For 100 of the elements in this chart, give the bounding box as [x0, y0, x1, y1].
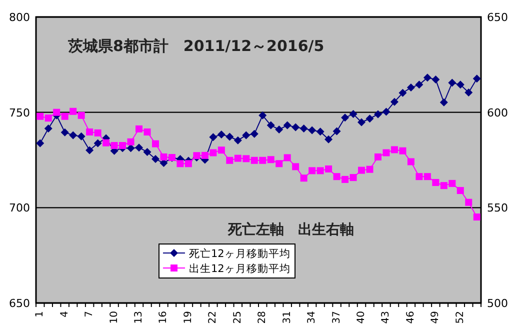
point	[275, 125, 284, 134]
point	[267, 156, 274, 164]
y-tick-label: 650	[9, 297, 30, 310]
x-tick-label: 19	[182, 311, 194, 324]
point	[464, 88, 473, 97]
point	[424, 173, 431, 180]
point	[448, 180, 456, 187]
point	[358, 166, 366, 174]
point	[94, 129, 102, 136]
point	[126, 144, 135, 152]
point	[242, 155, 250, 162]
point	[448, 78, 456, 87]
x-tick-label: 13	[134, 311, 145, 324]
y-tick-label: 800	[9, 11, 30, 24]
point	[308, 126, 316, 134]
point	[44, 114, 52, 122]
point	[324, 135, 333, 144]
point	[258, 111, 267, 120]
point	[119, 142, 126, 150]
legend-label: 出生12ヶ月移動平均	[189, 262, 290, 275]
point	[292, 163, 300, 170]
point	[333, 173, 340, 180]
point	[342, 176, 349, 183]
point	[86, 128, 94, 136]
point	[160, 153, 168, 160]
point	[160, 159, 168, 168]
y2-tick-label: 600	[487, 106, 508, 120]
legend-label: 死亡12ヶ月移動平均	[189, 247, 290, 260]
point	[308, 167, 316, 174]
x-tick-label: 46	[405, 311, 416, 324]
point	[456, 80, 464, 89]
point	[472, 74, 481, 83]
point	[143, 148, 152, 156]
point	[332, 127, 341, 136]
point	[316, 128, 324, 136]
point	[374, 153, 382, 160]
point	[144, 128, 151, 136]
point	[152, 140, 159, 148]
x-tick-label: 4	[59, 311, 70, 318]
point	[349, 110, 358, 118]
point	[151, 155, 160, 164]
point	[234, 136, 242, 144]
point	[127, 138, 134, 146]
point	[69, 131, 78, 140]
x-tick-label: 37	[331, 311, 342, 324]
x-tick-label: 40	[356, 311, 368, 324]
point	[390, 146, 398, 154]
x-tick-label: 43	[380, 311, 392, 324]
point	[136, 125, 143, 132]
point	[366, 114, 374, 123]
point	[201, 152, 208, 159]
point	[284, 154, 291, 162]
point	[416, 173, 423, 180]
point	[60, 128, 69, 136]
point	[382, 108, 390, 116]
point	[399, 147, 406, 154]
x-tick-label: 22	[208, 311, 219, 324]
point	[407, 158, 414, 166]
point	[250, 156, 258, 164]
point	[218, 146, 225, 154]
point	[61, 112, 68, 120]
y-tick-label: 700	[9, 202, 30, 215]
y2-tick-label: 550	[487, 202, 508, 215]
x-tick-label: 25	[232, 311, 244, 324]
x-tick-label: 1	[34, 311, 46, 318]
point	[390, 98, 398, 106]
point	[36, 112, 44, 120]
point	[226, 132, 234, 141]
point	[398, 88, 407, 97]
point	[250, 130, 258, 138]
point	[44, 124, 52, 133]
x-tick-label: 49	[430, 311, 442, 324]
point	[465, 198, 472, 206]
point	[217, 130, 226, 138]
point	[78, 112, 85, 119]
text: 茨城県8都市計 2011/12～2016/5	[67, 37, 324, 55]
point	[300, 124, 308, 133]
point	[325, 165, 332, 172]
x-tick-label: 7	[84, 311, 96, 318]
point	[36, 139, 44, 148]
point	[53, 108, 60, 116]
point	[432, 179, 440, 186]
point	[350, 174, 357, 182]
point	[86, 146, 94, 154]
point	[226, 156, 234, 164]
point	[193, 152, 200, 160]
point	[456, 187, 464, 194]
point	[415, 80, 424, 89]
point	[70, 108, 77, 115]
point	[374, 110, 382, 118]
point	[283, 121, 292, 130]
x-tick-label: 34	[306, 311, 318, 324]
point	[473, 214, 480, 221]
point	[440, 182, 448, 190]
y-tick-label: 750	[9, 106, 30, 120]
point	[77, 132, 86, 140]
y2-tick-label: 650	[487, 11, 508, 24]
x-tick-label: 31	[282, 311, 293, 324]
x-tick-label: 16	[158, 311, 170, 324]
x-tick-label: 10	[108, 311, 120, 324]
